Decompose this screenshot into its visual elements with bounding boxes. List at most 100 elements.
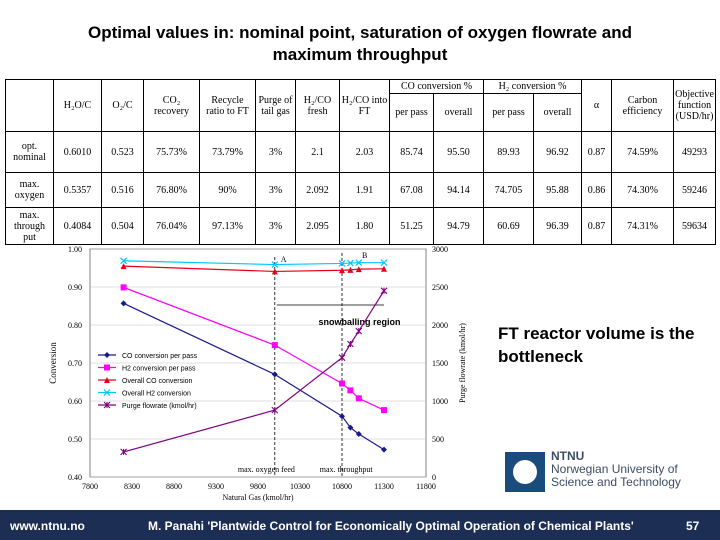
th-co-overall: overall: [432, 93, 485, 132]
snowball-label: snowballing region: [318, 317, 400, 327]
data-point: [380, 287, 388, 295]
data-point: [355, 327, 363, 335]
data-point: [355, 431, 362, 438]
th-objective: Objective function (USD/hr): [673, 79, 717, 132]
y-tick-label: 0.50: [68, 435, 82, 444]
cell: 85.74: [389, 131, 434, 173]
x-tick-label: 8300: [124, 482, 140, 491]
cell: 0.87: [581, 131, 613, 173]
footer-url[interactable]: www.ntnu.no: [10, 519, 85, 533]
row-label: opt. nominal: [5, 131, 54, 173]
y2-tick-label: 2500: [432, 283, 448, 292]
cell: 0.6010: [53, 131, 102, 173]
x-tick-label: 10800: [332, 482, 352, 491]
data-point: [339, 267, 345, 274]
series-line: [123, 302, 385, 451]
ntnu-line1: Norwegian University of: [551, 462, 678, 476]
data-point: [346, 259, 354, 267]
th-purge: Purge of tail gas: [255, 79, 296, 132]
cell: 94.79: [432, 207, 485, 245]
series-line: [123, 290, 385, 453]
point-b-label: B: [362, 251, 367, 260]
x-tick-label: 9800: [250, 482, 266, 491]
cell: 75.73%: [143, 131, 200, 173]
cell: 0.504: [101, 207, 144, 245]
cell: 74.30%: [611, 172, 675, 208]
data-point: [120, 448, 127, 456]
series-line: [123, 265, 385, 273]
cell: 95.50: [432, 131, 485, 173]
data-point: [104, 377, 110, 383]
x-axis-label: Natural Gas (kmol/hr): [222, 493, 293, 502]
max-oxygen-label: max. oxygen feed: [238, 465, 295, 474]
data-point: [271, 342, 278, 349]
data-point: [381, 446, 387, 453]
cell: 96.39: [533, 207, 583, 245]
table-row: max. oxygen 0.5357 0.516 76.80% 90% 3% 2…: [5, 172, 717, 208]
cell: 60.69: [483, 207, 535, 245]
y2-axis-label: Purge flowrate (kmol/hr): [458, 323, 467, 403]
cell: 51.25: [389, 207, 434, 245]
th-h2co-ft: H₂/CO into FT: [339, 79, 390, 132]
cell: 2.092: [295, 172, 340, 208]
legend-label: Overall H2 conversion: [122, 391, 191, 398]
data-point: [103, 389, 111, 396]
data-point: [338, 260, 346, 267]
legend-label: Overall CO conversion: [122, 378, 193, 385]
ntnu-line2: Science and Technology: [551, 475, 681, 489]
cell: 0.516: [101, 172, 144, 208]
th-co2-recovery: CO₂ recovery: [143, 79, 200, 132]
table-row: max. through put 0.4084 0.504 76.04% 97.…: [5, 207, 717, 245]
legend-label: Purge flowrate (kmol/hr): [122, 403, 197, 410]
series-line: [123, 260, 384, 266]
th-recycle-ratio: Recycle ratio to FT: [199, 79, 256, 132]
cell: 59246: [673, 172, 717, 208]
ntnu-text: NTNU Norwegian University of Science and…: [551, 450, 681, 489]
y-tick-label: 1.00: [68, 245, 82, 254]
cell: 94.14: [432, 172, 485, 208]
data-point: [381, 407, 387, 414]
x-tick-label: 8800: [166, 482, 182, 491]
footer-bar: www.ntnu.no M. Panahi 'Plantwide Control…: [0, 510, 720, 540]
cell: 0.5357: [53, 172, 102, 208]
y2-tick-label: 0: [432, 473, 436, 482]
data-point: [381, 265, 387, 272]
data-point: [347, 424, 354, 431]
cell: 89.93: [483, 131, 535, 173]
cell: 0.87: [581, 207, 613, 245]
y-tick-label: 0.60: [68, 397, 82, 406]
cell: 96.92: [533, 131, 583, 173]
y-tick-label: 0.70: [68, 359, 82, 368]
cell: 3%: [255, 131, 296, 173]
th-h2-per-pass: per pass: [483, 93, 535, 132]
ntnu-abbr: NTNU: [551, 449, 585, 463]
y2-tick-label: 3000: [432, 245, 448, 254]
x-tick-label: 10300: [290, 482, 310, 491]
cell: 2.03: [339, 131, 390, 173]
cell: 59634: [673, 207, 717, 245]
cell: 2.1: [295, 131, 340, 173]
data-point: [104, 364, 110, 371]
th-h2-conversion: H₂ conversion %: [483, 79, 583, 94]
cell: 3%: [255, 207, 296, 245]
x-tick-label: 9300: [208, 482, 224, 491]
cell: 0.86: [581, 172, 613, 208]
cell: 1.91: [339, 172, 390, 208]
data-point: [355, 395, 362, 402]
cell: 73.79%: [199, 131, 256, 173]
y-tick-label: 0.40: [68, 473, 82, 482]
data-point: [104, 352, 110, 358]
data-point: [380, 259, 388, 267]
cell: 74.31%: [611, 207, 675, 245]
data-point: [271, 406, 279, 414]
y2-tick-label: 2000: [432, 321, 448, 330]
y2-tick-label: 1000: [432, 397, 448, 406]
y2-tick-label: 1500: [432, 359, 448, 368]
y-tick-label: 0.80: [68, 321, 82, 330]
data-point: [120, 300, 127, 307]
table-row: opt. nominal 0.6010 0.523 75.73% 73.79% …: [5, 131, 717, 173]
data-point: [339, 380, 345, 387]
data-point: [347, 387, 354, 394]
row-label: max. oxygen: [5, 172, 54, 208]
cell: 74.59%: [611, 131, 675, 173]
